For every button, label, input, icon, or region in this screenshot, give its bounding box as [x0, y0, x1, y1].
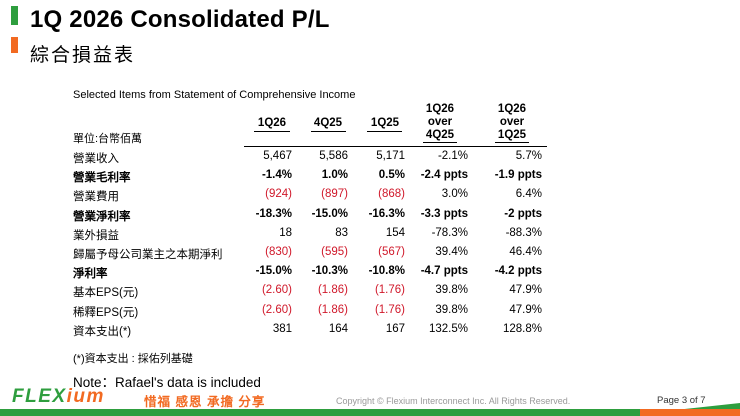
table-row: 稀釋EPS(元) (2.60) (1.86) (1.76) 39.8% 47.9% — [0, 301, 740, 320]
header-underline-1q25 — [367, 131, 402, 132]
cell-over-4q25: 3.0% — [441, 188, 468, 201]
row-label: 淨利率 — [73, 268, 108, 281]
cell-1q25: 154 — [385, 226, 405, 239]
cell-1q26: -1.4% — [261, 169, 292, 182]
cell-1q26: (2.60) — [261, 303, 292, 316]
cell-over-4q25: -4.7 ppts — [420, 265, 468, 278]
cell-1q25: (868) — [378, 188, 405, 201]
row-label: 營業費用 — [73, 191, 119, 204]
data-note: Note：Rafael's data is included — [73, 375, 261, 390]
column-header-1q25: 1Q25 — [370, 117, 400, 129]
cell-4q25: 164 — [328, 322, 348, 335]
cell-1q26: -18.3% — [255, 207, 292, 220]
cell-4q25: 83 — [335, 226, 348, 239]
flexium-logo: FLEXium — [12, 386, 105, 408]
cell-over-1q25: 5.7% — [515, 150, 542, 162]
cell-4q25: (897) — [321, 188, 348, 201]
subtitle-accent-bar — [11, 37, 18, 53]
title-accent-bar — [11, 6, 18, 25]
company-slogan: 惜福 感恩 承擔 分享 — [144, 395, 266, 409]
cell-1q26: (924) — [265, 188, 292, 201]
cell-over-4q25: 39.4% — [435, 246, 468, 258]
page-number: Page 3 of 7 — [657, 395, 706, 406]
cell-4q25: -10.3% — [311, 265, 348, 278]
logo-flex-text: FLEX — [12, 386, 67, 407]
cell-over-1q25: 128.8% — [502, 322, 542, 335]
cell-1q25: -10.8% — [368, 265, 405, 278]
table-row: 基本EPS(元) (2.60) (1.86) (1.76) 39.8% 47.9% — [0, 281, 740, 300]
capex-footnote: (*)資本支出 : 採佑列基礎 — [73, 353, 193, 365]
cell-1q26: (2.60) — [261, 284, 292, 297]
row-label: 營業淨利率 — [73, 210, 131, 223]
header-underline-over-4q25 — [423, 142, 457, 143]
column-header-1q26-over-1q25: 1Q26 over 1Q25 — [497, 103, 527, 141]
header-underline-1q26 — [254, 131, 290, 132]
row-label: 稀釋EPS(元) — [73, 306, 139, 319]
cell-over-4q25: -2.1% — [437, 150, 468, 162]
cell-4q25: -15.0% — [311, 207, 348, 220]
column-header-4q25: 4Q25 — [313, 117, 343, 129]
table-row: 業外損益 18 83 154 -78.3% -88.3% — [0, 224, 740, 243]
page-subtitle: 綜合損益表 — [30, 44, 136, 66]
cell-1q25: 167 — [385, 322, 405, 335]
cell-over-4q25: -78.3% — [431, 226, 468, 239]
cell-over-4q25: 39.8% — [435, 303, 468, 316]
cell-over-1q25: 46.4% — [509, 246, 542, 258]
table-row: 營業淨利率 -18.3% -15.0% -16.3% -3.3 ppts -2 ppts — [0, 205, 740, 224]
cell-over-1q25: -88.3% — [505, 226, 542, 239]
table-row: 資本支出(*) 381 164 167 132.5% 128.8% — [0, 320, 740, 339]
cell-1q26: 5,467 — [263, 150, 292, 162]
cell-4q25: 1.0% — [321, 169, 348, 182]
cell-1q26: 381 — [272, 322, 292, 335]
cell-1q25: (567) — [378, 246, 405, 258]
header-underline-4q25 — [311, 131, 346, 132]
cell-1q26: -15.0% — [255, 265, 292, 278]
table-row: 歸屬予母公司業主之本期淨利 (830) (595) (567) 39.4% 46.4% — [0, 243, 740, 262]
cell-over-1q25: -1.9 ppts — [494, 169, 542, 182]
table-row: 營業費用 (924) (897) (868) 3.0% 6.4% — [0, 185, 740, 204]
cell-over-4q25: -3.3 ppts — [420, 207, 468, 220]
footer-green-stripe — [0, 409, 740, 416]
cell-1q25: (1.76) — [374, 284, 405, 297]
cell-over-1q25: 6.4% — [515, 188, 542, 201]
row-label: 歸屬予母公司業主之本期淨利 — [73, 249, 223, 261]
cell-over-1q25: 47.9% — [509, 284, 542, 297]
row-label: 基本EPS(元) — [73, 287, 139, 300]
cell-4q25: (1.86) — [317, 284, 348, 297]
header-underline-over-1q25 — [495, 142, 529, 143]
table-row: 營業毛利率 -1.4% 1.0% 0.5% -2.4 ppts -1.9 ppts — [0, 166, 740, 185]
row-label: 業外損益 — [73, 229, 119, 242]
table-title: Selected Items from Statement of Compreh… — [73, 89, 356, 101]
row-label: 營業毛利率 — [73, 172, 131, 185]
cell-1q25: (1.76) — [374, 303, 405, 316]
copyright-text: Copyright © Flexium Interconnect Inc. Al… — [336, 396, 571, 406]
footer-orange-stripe — [640, 409, 740, 416]
cell-1q26: 18 — [279, 226, 292, 239]
table-row: 營業收入 5,467 5,586 5,171 -2.1% 5.7% — [0, 147, 740, 166]
table-header-rule — [244, 146, 547, 147]
row-label: 營業收入 — [73, 153, 119, 165]
cell-over-4q25: 39.8% — [435, 284, 468, 297]
cell-4q25: (1.86) — [317, 303, 348, 316]
cell-over-1q25: -4.2 ppts — [494, 265, 542, 278]
column-header-1q26: 1Q26 — [257, 117, 287, 129]
cell-1q25: 5,171 — [376, 150, 405, 162]
cell-4q25: 5,586 — [319, 150, 348, 162]
cell-4q25: (595) — [321, 246, 348, 258]
cell-1q26: (830) — [265, 246, 292, 258]
column-header-1q26-over-4q25: 1Q26 over 4Q25 — [425, 103, 455, 141]
page-title: 1Q 2026 Consolidated P/L — [30, 6, 330, 33]
row-label: 資本支出(*) — [73, 325, 132, 338]
cell-1q25: -16.3% — [368, 207, 405, 220]
cell-over-1q25: 47.9% — [509, 303, 542, 316]
cell-over-4q25: 132.5% — [428, 322, 468, 335]
table-row: 淨利率 -15.0% -10.3% -10.8% -4.7 ppts -4.2 ppts — [0, 262, 740, 281]
logo-ium-text: ium — [66, 386, 105, 407]
unit-label: 單位:台幣佰萬 — [73, 133, 143, 145]
cell-over-1q25: -2 ppts — [504, 207, 542, 220]
cell-1q25: 0.5% — [378, 169, 405, 182]
cell-over-4q25: -2.4 ppts — [420, 169, 468, 182]
